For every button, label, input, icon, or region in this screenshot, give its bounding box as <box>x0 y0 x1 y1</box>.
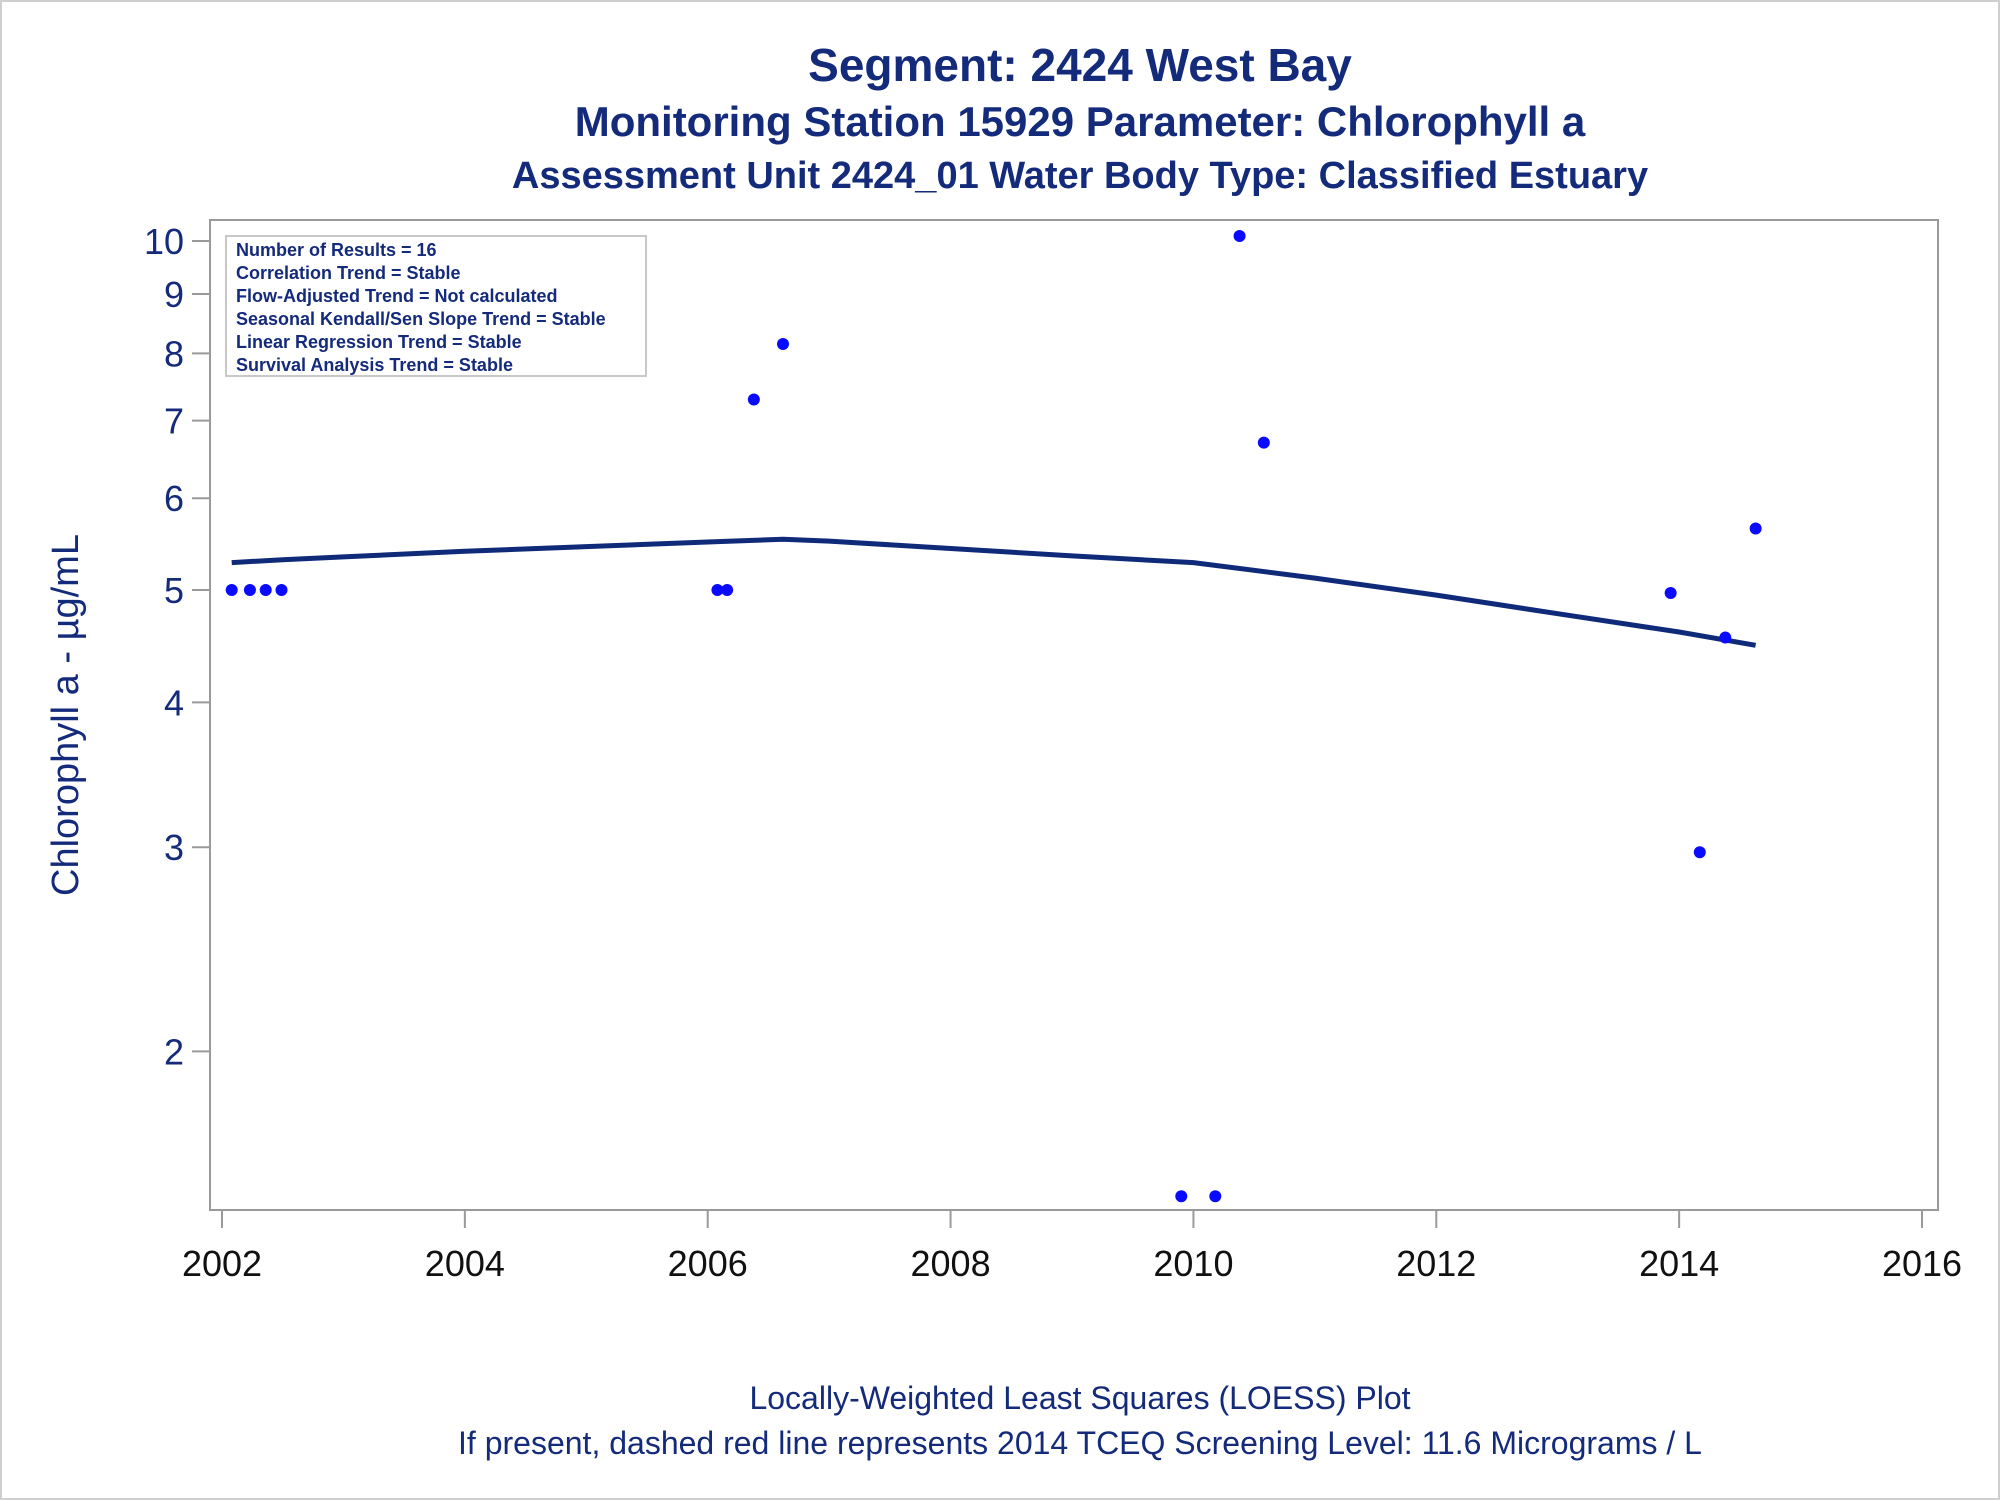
footnote-screening-level: If present, dashed red line represents 2… <box>458 1425 1702 1461</box>
x-tick-label: 2008 <box>911 1243 991 1284</box>
data-point <box>721 584 734 597</box>
stats-box-line: Linear Regression Trend = Stable <box>236 332 522 352</box>
data-point <box>243 584 256 597</box>
data-point <box>711 584 724 597</box>
data-point <box>747 393 760 406</box>
stats-box-line: Number of Results = 16 <box>236 240 437 260</box>
stats-box-border <box>225 235 647 377</box>
data-point <box>1175 1190 1188 1203</box>
data-point <box>259 584 272 597</box>
stats-box-line: Seasonal Kendall/Sen Slope Trend = Stabl… <box>236 309 606 329</box>
data-point <box>1257 436 1270 449</box>
data-point <box>1719 631 1732 644</box>
stats-box-line: Survival Analysis Trend = Stable <box>236 355 513 375</box>
y-axis: 2 3 4 5 6 7 8 9 10 <box>144 221 210 1072</box>
y-tick-label: 3 <box>164 827 184 868</box>
x-tick-label: 2010 <box>1153 1243 1233 1284</box>
data-point <box>1209 1190 1222 1203</box>
x-tick-label: 2002 <box>182 1243 262 1284</box>
x-tick-label: 2016 <box>1882 1243 1962 1284</box>
x-tick-label: 2014 <box>1639 1243 1719 1284</box>
data-point <box>275 584 288 597</box>
y-tick-label: 7 <box>164 401 184 442</box>
chart-subtitle-2: Assessment Unit 2424_01 Water Body Type:… <box>511 155 1649 197</box>
y-tick-label: 4 <box>164 682 184 723</box>
data-point <box>777 338 789 351</box>
chart-subtitle: Monitoring Station 15929 Parameter: Chlo… <box>574 98 1586 145</box>
x-tick-label: 2012 <box>1396 1243 1476 1284</box>
y-tick-label: 8 <box>164 333 184 374</box>
x-tick-label: 2006 <box>668 1243 748 1284</box>
loess-line <box>231 536 1757 648</box>
x-tick-label: 2004 <box>425 1243 505 1284</box>
y-tick-label: 2 <box>164 1031 184 1072</box>
data-points <box>225 229 1762 1203</box>
y-tick-label: 9 <box>164 274 184 315</box>
data-point <box>225 584 238 597</box>
data-point <box>1233 229 1246 242</box>
data-point <box>1693 846 1706 859</box>
y-tick-label: 10 <box>144 221 184 262</box>
y-tick-label: 6 <box>164 478 184 519</box>
stats-box: Number of Results = 16 Correlation Trend … <box>225 235 647 377</box>
plot-area <box>209 219 1939 1211</box>
stats-box-line: Correlation Trend = Stable <box>236 263 461 283</box>
y-tick-label: 5 <box>164 570 184 611</box>
data-point <box>1749 522 1762 535</box>
chart-title: Segment: 2424 West Bay <box>808 39 1352 91</box>
stats-box-line: Flow-Adjusted Trend = Not calculated <box>236 286 558 306</box>
x-axis: 2002 2004 2006 2008 2010 2012 2014 2016 <box>182 1210 1962 1284</box>
footnote-loess: Locally-Weighted Least Squares (LOESS) P… <box>749 1380 1411 1416</box>
data-point <box>1664 587 1677 600</box>
y-axis-label: Chlorophyll a - µg/mL <box>45 534 87 896</box>
